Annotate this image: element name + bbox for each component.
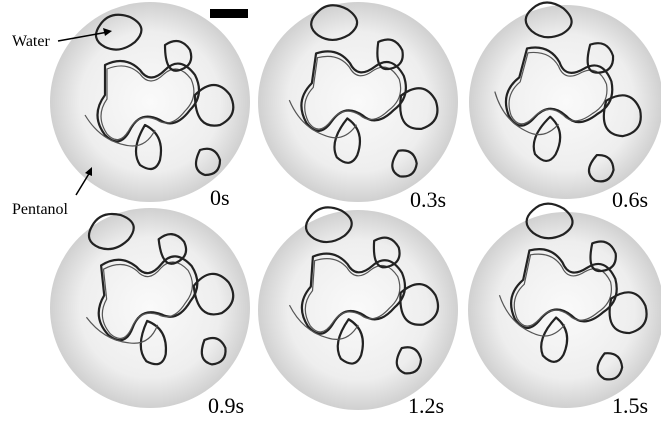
- time-label: 0s: [210, 185, 230, 210]
- pentanol-label: Pentanol: [12, 201, 69, 218]
- panel: 1.2s: [258, 205, 458, 418]
- scale-bar: [210, 9, 248, 18]
- panel: 0s: [50, 2, 250, 210]
- figure: 0s 0.3s 0.6s 0.9s 1.2s 1.5s Water Pentan…: [0, 0, 661, 427]
- time-label: 0.9s: [208, 393, 244, 418]
- time-label: 0.6s: [612, 187, 648, 212]
- droplet-frame: [50, 2, 250, 202]
- droplet-frame: [469, 5, 661, 199]
- time-label: 1.5s: [612, 393, 648, 418]
- droplet-frame: [258, 2, 458, 202]
- time-label: 1.2s: [408, 393, 444, 418]
- panel: 0.3s: [258, 1, 458, 212]
- panel: 0.6s: [469, 0, 661, 212]
- panel: 1.5s: [468, 197, 661, 418]
- water-label: Water: [12, 33, 50, 50]
- droplet-frame: [50, 208, 250, 408]
- panel: 0.9s: [50, 202, 250, 418]
- droplet-frame: [258, 210, 458, 410]
- time-label: 0.3s: [410, 187, 446, 212]
